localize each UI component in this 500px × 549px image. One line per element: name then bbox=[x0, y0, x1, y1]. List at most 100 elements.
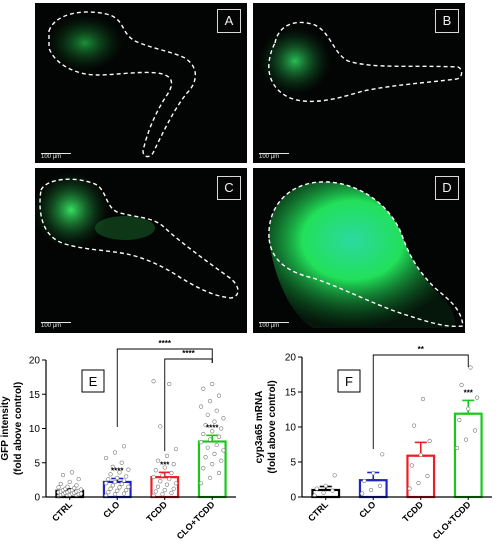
data-point bbox=[418, 452, 423, 458]
larva-outline bbox=[268, 21, 463, 103]
x-tick-label: CLO+TCDD bbox=[431, 499, 473, 541]
larva-outline bbox=[39, 178, 239, 299]
data-point bbox=[420, 396, 426, 402]
y-axis-label: cyp3a65 mRNA bbox=[254, 391, 265, 464]
significance-label: **** bbox=[206, 423, 219, 432]
data-point bbox=[171, 486, 176, 491]
data-point bbox=[463, 437, 469, 442]
data-point bbox=[164, 482, 170, 487]
larva-outline bbox=[48, 11, 197, 158]
data-point bbox=[153, 489, 158, 494]
data-point bbox=[169, 490, 174, 495]
data-point bbox=[124, 488, 129, 493]
data-point bbox=[207, 475, 213, 480]
bracket-label: ** bbox=[418, 345, 425, 354]
data-point bbox=[221, 416, 226, 421]
data-point bbox=[112, 479, 118, 485]
data-point bbox=[210, 462, 215, 467]
data-point bbox=[65, 484, 70, 489]
larva-image-d bbox=[268, 181, 464, 328]
data-point bbox=[205, 445, 210, 450]
data-point bbox=[377, 483, 383, 488]
data-point bbox=[205, 412, 210, 417]
data-point bbox=[103, 455, 109, 461]
data-point bbox=[171, 462, 176, 467]
data-point bbox=[198, 481, 204, 486]
data-point bbox=[219, 426, 224, 431]
data-point bbox=[219, 458, 224, 463]
x-tick-label: CLO bbox=[357, 499, 378, 520]
data-point bbox=[158, 424, 163, 429]
data-point bbox=[112, 450, 118, 455]
data-point bbox=[216, 393, 222, 398]
data-point bbox=[115, 475, 120, 480]
data-point bbox=[106, 477, 111, 482]
data-point bbox=[359, 491, 365, 496]
scale-label-a: 100 µm bbox=[41, 154, 62, 160]
data-point bbox=[216, 470, 222, 476]
data-point bbox=[216, 434, 222, 439]
data-point bbox=[221, 448, 226, 453]
data-point bbox=[210, 429, 215, 434]
panel-letter-c: C bbox=[217, 176, 241, 200]
panel-letter: F bbox=[345, 374, 353, 389]
data-point bbox=[112, 492, 118, 497]
data-point bbox=[69, 470, 75, 475]
scale-bar-b bbox=[259, 153, 289, 154]
data-point bbox=[60, 472, 66, 478]
data-point bbox=[56, 485, 61, 490]
data-point bbox=[362, 478, 367, 483]
data-point bbox=[457, 417, 462, 423]
panel-letter-box bbox=[337, 369, 361, 393]
data-point bbox=[167, 477, 172, 482]
significance-bracket bbox=[372, 354, 469, 449]
data-point bbox=[155, 458, 161, 463]
x-tick-label: CLO bbox=[101, 499, 122, 520]
data-point bbox=[151, 379, 156, 384]
data-point bbox=[76, 477, 81, 482]
panel-letter-box bbox=[81, 369, 105, 393]
data-point bbox=[160, 472, 165, 478]
data-point bbox=[121, 491, 127, 496]
data-point bbox=[212, 419, 217, 424]
data-point bbox=[371, 471, 376, 476]
scale-bar-a bbox=[41, 153, 71, 154]
data-point bbox=[173, 481, 179, 486]
significance-label: *** bbox=[160, 460, 170, 469]
data-point bbox=[203, 422, 208, 428]
significance-bracket bbox=[164, 358, 213, 451]
data-point bbox=[368, 487, 374, 493]
image-panel-b: B 100 µm bbox=[253, 3, 465, 163]
y-tick-label: 5 bbox=[34, 458, 40, 469]
panel-letter-b: B bbox=[435, 9, 459, 33]
data-point bbox=[167, 381, 172, 387]
image-panel-c: C 100 µm bbox=[35, 168, 247, 333]
data-point bbox=[454, 445, 460, 451]
bar-tcdd bbox=[406, 454, 436, 499]
data-point bbox=[201, 386, 206, 391]
data-point bbox=[198, 404, 204, 409]
bar-clo+tcdd bbox=[453, 412, 483, 499]
significance-label: **** bbox=[111, 467, 124, 476]
x-tick-label: CLO+TCDD bbox=[175, 499, 217, 541]
data-point bbox=[407, 486, 412, 491]
chart-f: F *** 0 5 10 15 20 CTRL CLO TCDD CLO+TCDD cyp3a65 m… bbox=[254, 345, 492, 541]
data-point bbox=[103, 481, 109, 486]
data-point bbox=[126, 484, 131, 489]
data-point bbox=[409, 463, 414, 468]
data-point bbox=[115, 488, 120, 493]
bracket-label: **** bbox=[159, 339, 172, 348]
data-point bbox=[164, 453, 170, 458]
data-point bbox=[67, 479, 72, 485]
data-point bbox=[323, 483, 328, 488]
data-point bbox=[201, 431, 206, 437]
gfp-signal bbox=[47, 15, 123, 71]
y-axis-label-2: (fold above control) bbox=[13, 382, 24, 475]
y-axis-label-2: (fold above control) bbox=[267, 380, 278, 473]
y-tick-label: 20 bbox=[29, 356, 41, 367]
bracket-label: **** bbox=[182, 349, 195, 358]
data-point bbox=[124, 474, 129, 479]
data-point bbox=[108, 472, 113, 477]
y-axis-label: GFP intensity bbox=[0, 396, 11, 461]
